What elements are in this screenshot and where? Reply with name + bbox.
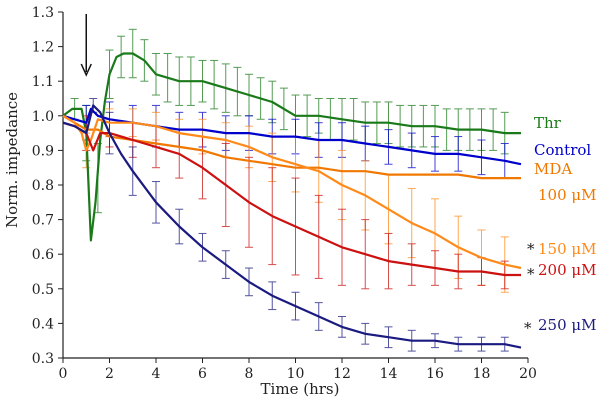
x-tick-label: 6 [198,366,207,382]
series-line-mda-100-m [62,114,521,180]
y-tick-label: 1.2 [32,40,54,56]
x-tick-label: 20 [519,366,537,382]
series-label: 250 μM [538,316,597,334]
y-tick-label: 0.4 [32,316,54,332]
y-tick-label: 1.0 [32,109,54,125]
y-axis-label: Norm. impedance [3,92,21,228]
y-tick-label: 0.9 [32,143,54,159]
series-label: Thr [534,114,562,132]
x-tick-label: 2 [105,366,114,382]
significance-marker: * [527,265,535,283]
series-line-200-m [62,121,521,277]
error-bar [326,98,335,141]
annotations [80,14,92,77]
treatment-arrow [80,14,92,77]
x-tick-label: 8 [245,366,254,382]
error-bar [396,104,405,148]
series-line-thr [62,52,521,242]
y-tick-label: 0.8 [32,178,54,194]
x-tick-label: 14 [380,366,398,382]
series-line-250-m [62,104,522,349]
y-tick-label: 0.7 [32,213,54,229]
error-bar [442,108,451,151]
series-label: Control [534,141,591,159]
series-lines [62,52,522,349]
x-tick-label: 4 [152,366,161,382]
error-bar [349,98,358,141]
axes: 0.3 0.4 0.5 0.6 0.7 0.8 0.9 1.0 1.1 1.2 1.3 0 2 4 6 8 10… [32,5,537,382]
error-bar [117,35,126,79]
significance-marker: * [524,319,532,337]
series-label: MDA [534,160,572,178]
y-tick-label: 1.3 [32,5,54,21]
series-label: 200 μM [538,261,597,279]
x-tick-label: 10 [287,366,305,382]
x-tick-label: 18 [473,366,491,382]
x-tick-label: 12 [333,366,351,382]
x-tick-label: 0 [59,366,68,382]
x-axis-label: Time (hrs) [261,380,340,398]
series-line-150-m [62,114,522,270]
y-tick-label: 0.6 [32,247,54,263]
error-bar [489,108,498,151]
significance-marker: * [527,240,535,258]
series-label: 150 μM [538,240,597,258]
y-tick-label: 0.3 [32,351,54,367]
y-tick-label: 1.1 [32,74,54,90]
x-tick-label: 16 [426,366,444,382]
series-label: 100 μM [538,186,597,204]
series-line-control [62,107,522,166]
y-tick-label: 0.5 [32,282,54,298]
